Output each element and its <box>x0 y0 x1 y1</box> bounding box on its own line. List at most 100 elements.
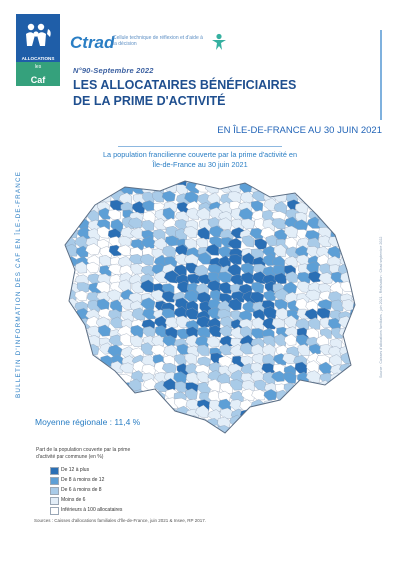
commune-cell <box>351 292 355 304</box>
commune-cell <box>262 218 275 231</box>
commune-cell <box>284 409 297 421</box>
commune-cell <box>327 184 342 196</box>
commune-cell <box>318 396 332 409</box>
commune-cell <box>273 409 287 421</box>
commune-cell <box>196 371 209 383</box>
commune-cell <box>350 236 355 249</box>
commune-cell <box>338 207 353 222</box>
commune-cell <box>352 191 355 204</box>
commune-cell <box>306 360 320 373</box>
svg-text:Source : Caisses d'allocations: Source : Caisses d'allocations familiale… <box>379 237 383 378</box>
commune-cell <box>120 346 136 359</box>
commune-cell <box>352 396 355 409</box>
commune-cell <box>142 308 156 320</box>
commune-cell <box>65 227 67 241</box>
caf-region: en Île-de-France <box>21 88 55 93</box>
commune-cell <box>183 226 198 238</box>
commune-cell <box>341 399 355 411</box>
commune-cell <box>242 416 256 429</box>
commune-cell <box>349 271 355 283</box>
commune-cell <box>287 391 301 403</box>
commune-cell <box>196 344 210 356</box>
commune-cell <box>317 200 330 213</box>
commune-cell <box>329 399 343 412</box>
commune-cell <box>251 328 265 339</box>
commune-cell <box>96 291 111 302</box>
commune-cell <box>65 181 68 186</box>
commune-cell <box>195 404 209 418</box>
commune-cell <box>251 389 267 401</box>
commune-cell <box>184 388 198 400</box>
commune-cell <box>307 390 322 402</box>
commune-cell <box>363 371 365 383</box>
commune-cell <box>250 291 265 303</box>
commune-cell <box>77 197 91 211</box>
commune-cell <box>361 354 365 364</box>
commune-cell <box>297 344 311 356</box>
commune-cell <box>307 182 321 196</box>
commune-cell <box>131 307 146 321</box>
commune-cell <box>296 182 311 194</box>
legend-swatch <box>50 477 59 485</box>
commune-cell <box>349 210 355 222</box>
commune-cell <box>164 181 178 193</box>
commune-cell <box>319 426 332 433</box>
commune-cell <box>99 265 112 277</box>
commune-cell <box>339 190 353 203</box>
commune-cell <box>283 372 297 384</box>
commune-cell <box>363 293 365 303</box>
commune-cell <box>85 360 99 374</box>
commune-cell <box>163 425 179 433</box>
sources-note: Sources : Caisses d'allocations familial… <box>34 518 206 523</box>
commune-cell <box>327 381 342 394</box>
commune-cell <box>264 409 279 421</box>
commune-cell <box>128 217 142 229</box>
commune-cell <box>308 343 322 355</box>
commune-cell <box>141 236 155 249</box>
commune-cell <box>360 272 365 282</box>
commune-cell <box>143 418 158 431</box>
commune-cell <box>339 200 352 214</box>
commune-cell <box>284 333 297 346</box>
caf-short-name: Caf <box>30 75 46 85</box>
commune-cell <box>139 253 155 266</box>
commune-cell <box>75 181 89 185</box>
commune-cell <box>162 245 177 258</box>
commune-cell <box>249 228 265 239</box>
commune-cell <box>227 237 242 250</box>
commune-cell <box>65 370 66 382</box>
commune-cell <box>242 252 255 265</box>
commune-cell <box>97 273 112 285</box>
commune-cell <box>142 200 155 212</box>
commune-cell <box>120 226 134 239</box>
commune-cell <box>263 389 278 401</box>
commune-cell <box>273 333 287 347</box>
vertical-rule <box>380 30 382 120</box>
commune-cell <box>196 425 211 433</box>
commune-cell <box>153 407 166 419</box>
commune-cell <box>98 207 112 220</box>
commune-cell <box>271 218 287 230</box>
page-title-line2: DE LA PRIME D'ACTIVITÉ <box>73 94 226 108</box>
commune-cell <box>76 390 91 404</box>
map-title-rule <box>118 146 282 147</box>
commune-cell <box>65 389 79 403</box>
commune-cell <box>65 346 70 358</box>
commune-cell <box>297 272 312 284</box>
commune-cell <box>285 414 300 428</box>
commune-cell <box>331 209 344 220</box>
commune-cell <box>117 244 131 256</box>
commune-cell <box>185 372 199 385</box>
commune-cell <box>130 325 145 338</box>
commune-cell <box>65 245 68 258</box>
commune-cell <box>262 343 276 357</box>
commune-cell <box>338 181 353 187</box>
commune-cell <box>194 181 210 184</box>
commune-cell <box>121 181 134 185</box>
commune-cell <box>295 212 308 223</box>
commune-cell <box>271 182 287 195</box>
commune-cell <box>65 373 78 385</box>
commune-cell <box>362 327 365 339</box>
commune-cell <box>74 397 89 409</box>
commune-cell <box>340 235 354 248</box>
